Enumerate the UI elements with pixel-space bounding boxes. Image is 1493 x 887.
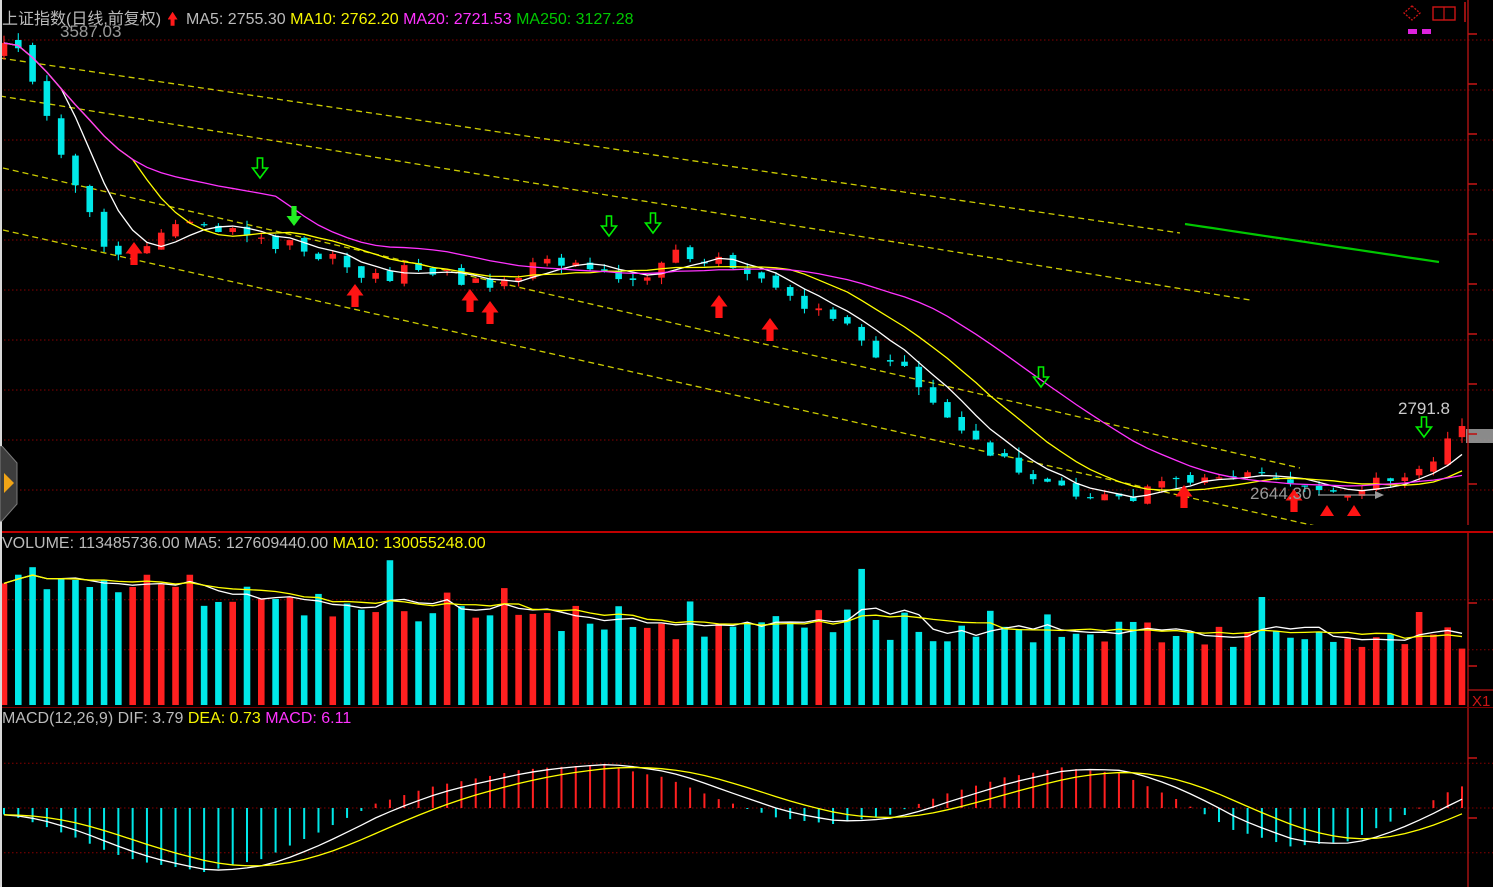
svg-text:2644.30: 2644.30 bbox=[1250, 484, 1311, 503]
svg-text:X1: X1 bbox=[1472, 693, 1490, 707]
svg-text:3587.03: 3587.03 bbox=[60, 22, 121, 41]
svg-text:2791.8: 2791.8 bbox=[1398, 399, 1450, 418]
